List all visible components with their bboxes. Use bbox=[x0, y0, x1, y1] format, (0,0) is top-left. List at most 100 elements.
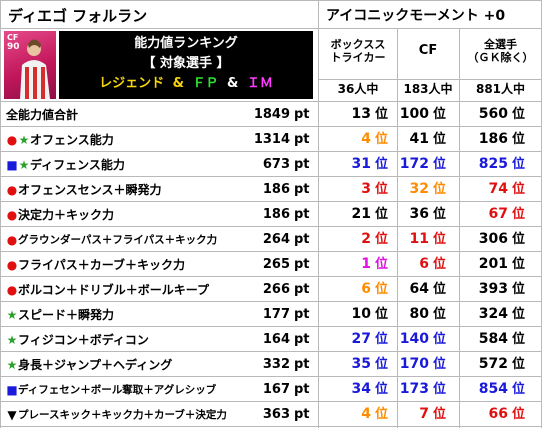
col-header-cf: CF bbox=[418, 43, 438, 58]
stat-value: 264 bbox=[262, 232, 290, 247]
stat-value: 265 bbox=[262, 257, 290, 272]
unit-pt: pt bbox=[294, 132, 310, 147]
stat-value: 167 bbox=[262, 382, 290, 397]
stat-value: 332 bbox=[262, 357, 290, 372]
rank-unit: 位 bbox=[375, 282, 389, 297]
stat-label: ■ ディフェセン＋ボール奪取＋アグレシッブ bbox=[6, 377, 251, 402]
star-icon: ★ bbox=[18, 132, 30, 147]
stat-label: ● グラウンダーパス＋フライパス＋キック力 bbox=[6, 227, 251, 252]
grid-line bbox=[0, 151, 542, 152]
stat-label-text: ディフェンス能力 bbox=[30, 158, 125, 172]
rank-value: 21 bbox=[351, 206, 371, 222]
circle-icon: ● bbox=[6, 257, 18, 272]
stat-label-text: 身長＋ジャンプ＋ヘディング bbox=[18, 358, 173, 372]
unit-pt: pt bbox=[294, 332, 310, 347]
rank-value: 80 bbox=[409, 306, 429, 322]
rank-value: 173 bbox=[399, 381, 429, 397]
circle-icon: ● bbox=[6, 132, 18, 147]
grid-line bbox=[397, 29, 398, 428]
rank-unit: 位 bbox=[375, 407, 389, 422]
grid-line bbox=[0, 426, 542, 427]
rank-value: 6 bbox=[419, 256, 429, 272]
rank-unit: 位 bbox=[433, 232, 447, 247]
rank-unit: 位 bbox=[512, 232, 526, 247]
rank-value: 854 bbox=[478, 381, 508, 397]
star-icon: ★ bbox=[6, 357, 18, 372]
rank-unit: 位 bbox=[512, 282, 526, 297]
rank-value: 306 bbox=[478, 231, 508, 247]
target-legend: レジェンド bbox=[99, 76, 165, 91]
grid-line bbox=[0, 201, 542, 202]
stat-value: 1849 bbox=[253, 107, 290, 122]
col-header-all-l2: （ＧＫ除く） bbox=[467, 51, 534, 64]
rank-unit: 位 bbox=[433, 257, 447, 272]
rank-value: 27 bbox=[351, 331, 371, 347]
player-name: ディエゴ フォルラン bbox=[8, 7, 148, 25]
count-box-striker: 36人中 bbox=[337, 82, 379, 96]
grid-line bbox=[0, 226, 542, 227]
stat-label: ● オフェンスセンス＋瞬発力 bbox=[6, 177, 251, 202]
rank-value: 170 bbox=[399, 356, 429, 372]
grid-line bbox=[459, 29, 460, 428]
grid-line bbox=[0, 0, 1, 428]
square-icon: ■ bbox=[6, 157, 18, 172]
unit-pt: pt bbox=[294, 307, 310, 322]
card-position: CF bbox=[7, 33, 19, 42]
rank-unit: 位 bbox=[375, 257, 389, 272]
rank-unit: 位 bbox=[433, 282, 447, 297]
stat-label: ■ ★ ディフェンス能力 bbox=[6, 152, 251, 177]
grid-line bbox=[0, 376, 542, 377]
col-header-box-striker: ボックスス トライカー bbox=[319, 38, 397, 64]
stat-label-text: ディフェセン＋ボール奪取＋アグレシッブ bbox=[18, 384, 217, 396]
rank-unit: 位 bbox=[433, 157, 447, 172]
grid-line bbox=[0, 351, 542, 352]
unit-pt: pt bbox=[294, 382, 310, 397]
grid-line bbox=[0, 251, 542, 252]
unit-pt: pt bbox=[294, 107, 310, 122]
triangle-icon: ▼ bbox=[7, 407, 17, 422]
rank-unit: 位 bbox=[512, 207, 526, 222]
rank-value: 66 bbox=[488, 406, 508, 422]
rank-value: 560 bbox=[478, 106, 508, 122]
rank-unit: 位 bbox=[433, 207, 447, 222]
col-header-all-l1: 全選手 bbox=[484, 38, 517, 51]
col-header-box-striker-l1: ボックスス bbox=[330, 38, 386, 51]
stat-value: 186 bbox=[262, 207, 290, 222]
rank-value: 100 bbox=[399, 106, 429, 122]
grid-line bbox=[0, 401, 542, 402]
rank-value: 4 bbox=[361, 131, 371, 147]
rank-value: 74 bbox=[488, 181, 508, 197]
player-card-image: CF 90 bbox=[4, 31, 56, 99]
rank-value: 172 bbox=[399, 156, 429, 172]
circle-icon: ● bbox=[6, 282, 18, 297]
rank-value: 13 bbox=[351, 106, 371, 122]
grid-line bbox=[0, 326, 542, 327]
rank-value: 7 bbox=[419, 406, 429, 422]
stat-label-text: プレースキック＋キック力＋カーブ＋決定力 bbox=[18, 409, 227, 421]
stat-label: ▼ プレースキック＋キック力＋カーブ＋決定力 bbox=[6, 402, 251, 427]
rank-value: 64 bbox=[409, 281, 429, 297]
rank-value: 31 bbox=[351, 156, 371, 172]
rank-unit: 位 bbox=[375, 382, 389, 397]
target-fp: ＦＰ bbox=[192, 76, 219, 91]
rank-value: 140 bbox=[399, 331, 429, 347]
rank-unit: 位 bbox=[375, 107, 389, 122]
grid-line bbox=[0, 176, 542, 177]
rank-unit: 位 bbox=[433, 357, 447, 372]
rank-value: 3 bbox=[361, 181, 371, 197]
rank-unit: 位 bbox=[512, 382, 526, 397]
banner-subtitle: 【 対象選手 】 bbox=[142, 56, 230, 71]
rank-value: 32 bbox=[409, 181, 429, 197]
unit-pt: pt bbox=[294, 282, 310, 297]
rank-value: 35 bbox=[351, 356, 371, 372]
stat-label-text: オフェンス能力 bbox=[30, 133, 114, 147]
stat-label-text: フィジコン＋ボディコン bbox=[18, 333, 149, 347]
stat-value: 266 bbox=[262, 282, 290, 297]
stat-value: 186 bbox=[262, 182, 290, 197]
col-header-all: 全選手 （ＧＫ除く） bbox=[459, 38, 542, 64]
stat-label: ● ボルコン＋ドリブル＋ボールキープ bbox=[6, 277, 251, 302]
stat-value: 177 bbox=[262, 307, 290, 322]
rank-value: 825 bbox=[478, 156, 508, 172]
banner-title: 能力値ランキング bbox=[134, 36, 238, 51]
rank-unit: 位 bbox=[433, 107, 447, 122]
